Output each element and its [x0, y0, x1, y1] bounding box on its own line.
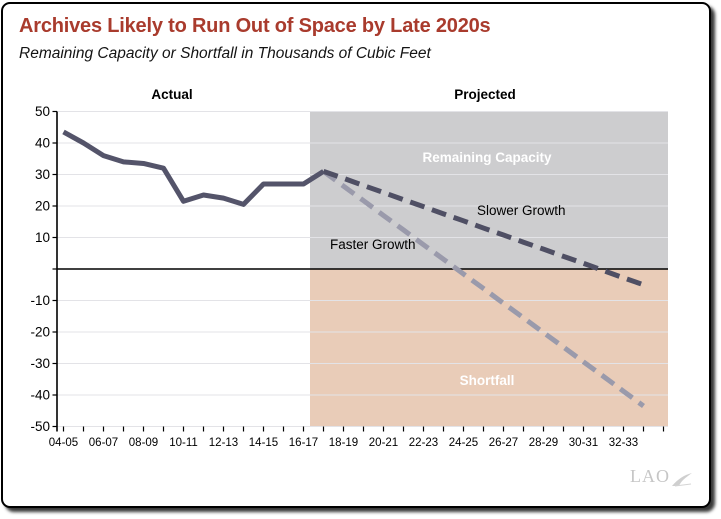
lao-logo-text: LAO	[630, 466, 670, 486]
y-tick-label: -40	[30, 388, 50, 403]
x-tick-label: 30-31	[569, 437, 598, 449]
projected-section-label: Projected	[454, 87, 516, 102]
actual-line	[62, 129, 325, 207]
faster-growth-line	[322, 169, 645, 409]
y-tick-label: -20	[30, 325, 50, 340]
y-tick-label: -30	[30, 356, 50, 371]
x-tick-label: 06-07	[89, 437, 118, 449]
y-tick-label: -10	[30, 293, 50, 308]
shortfall-region-label: Shortfall	[459, 373, 515, 388]
x-tick-label: 18-19	[329, 437, 358, 449]
faster-growth-series-label: Faster Growth	[330, 237, 416, 252]
actual-section-label: Actual	[151, 87, 193, 102]
x-tick-label: 08-09	[129, 437, 158, 449]
x-tick-label: 26-27	[489, 437, 518, 449]
y-tick-label: 20	[35, 199, 50, 214]
x-tick-label: 20-21	[369, 437, 398, 449]
x-tick-label: 16-17	[289, 437, 318, 449]
y-tick-label: 40	[35, 136, 50, 151]
x-tick-label: 22-23	[409, 437, 438, 449]
y-tick-label: 10	[35, 230, 50, 245]
y-tick-label: 50	[35, 104, 50, 119]
x-tick-label: 10-11	[169, 437, 198, 449]
chart-subtitle: Remaining Capacity or Shortfall in Thous…	[19, 45, 431, 62]
chart-title: Archives Likely to Run Out of Space by L…	[19, 15, 491, 37]
slower-growth-line	[322, 168, 645, 288]
quill-icon	[672, 473, 692, 487]
y-tick-label: 30	[35, 167, 50, 182]
y-tick-label: -50	[30, 419, 50, 434]
x-tick-label: 32-33	[609, 437, 638, 449]
lao-logo: LAO	[630, 466, 693, 487]
x-tick-label: 14-15	[249, 437, 278, 449]
slower-growth-series-label: Slower Growth	[477, 203, 566, 218]
remaining-capacity-region-label: Remaining Capacity	[422, 150, 552, 165]
x-tick-label: 12-13	[209, 437, 238, 449]
x-tick-label: 24-25	[449, 437, 478, 449]
x-tick-label: 04-05	[49, 437, 78, 449]
x-tick-label: 28-29	[529, 437, 558, 449]
shortfall-region	[310, 269, 668, 427]
